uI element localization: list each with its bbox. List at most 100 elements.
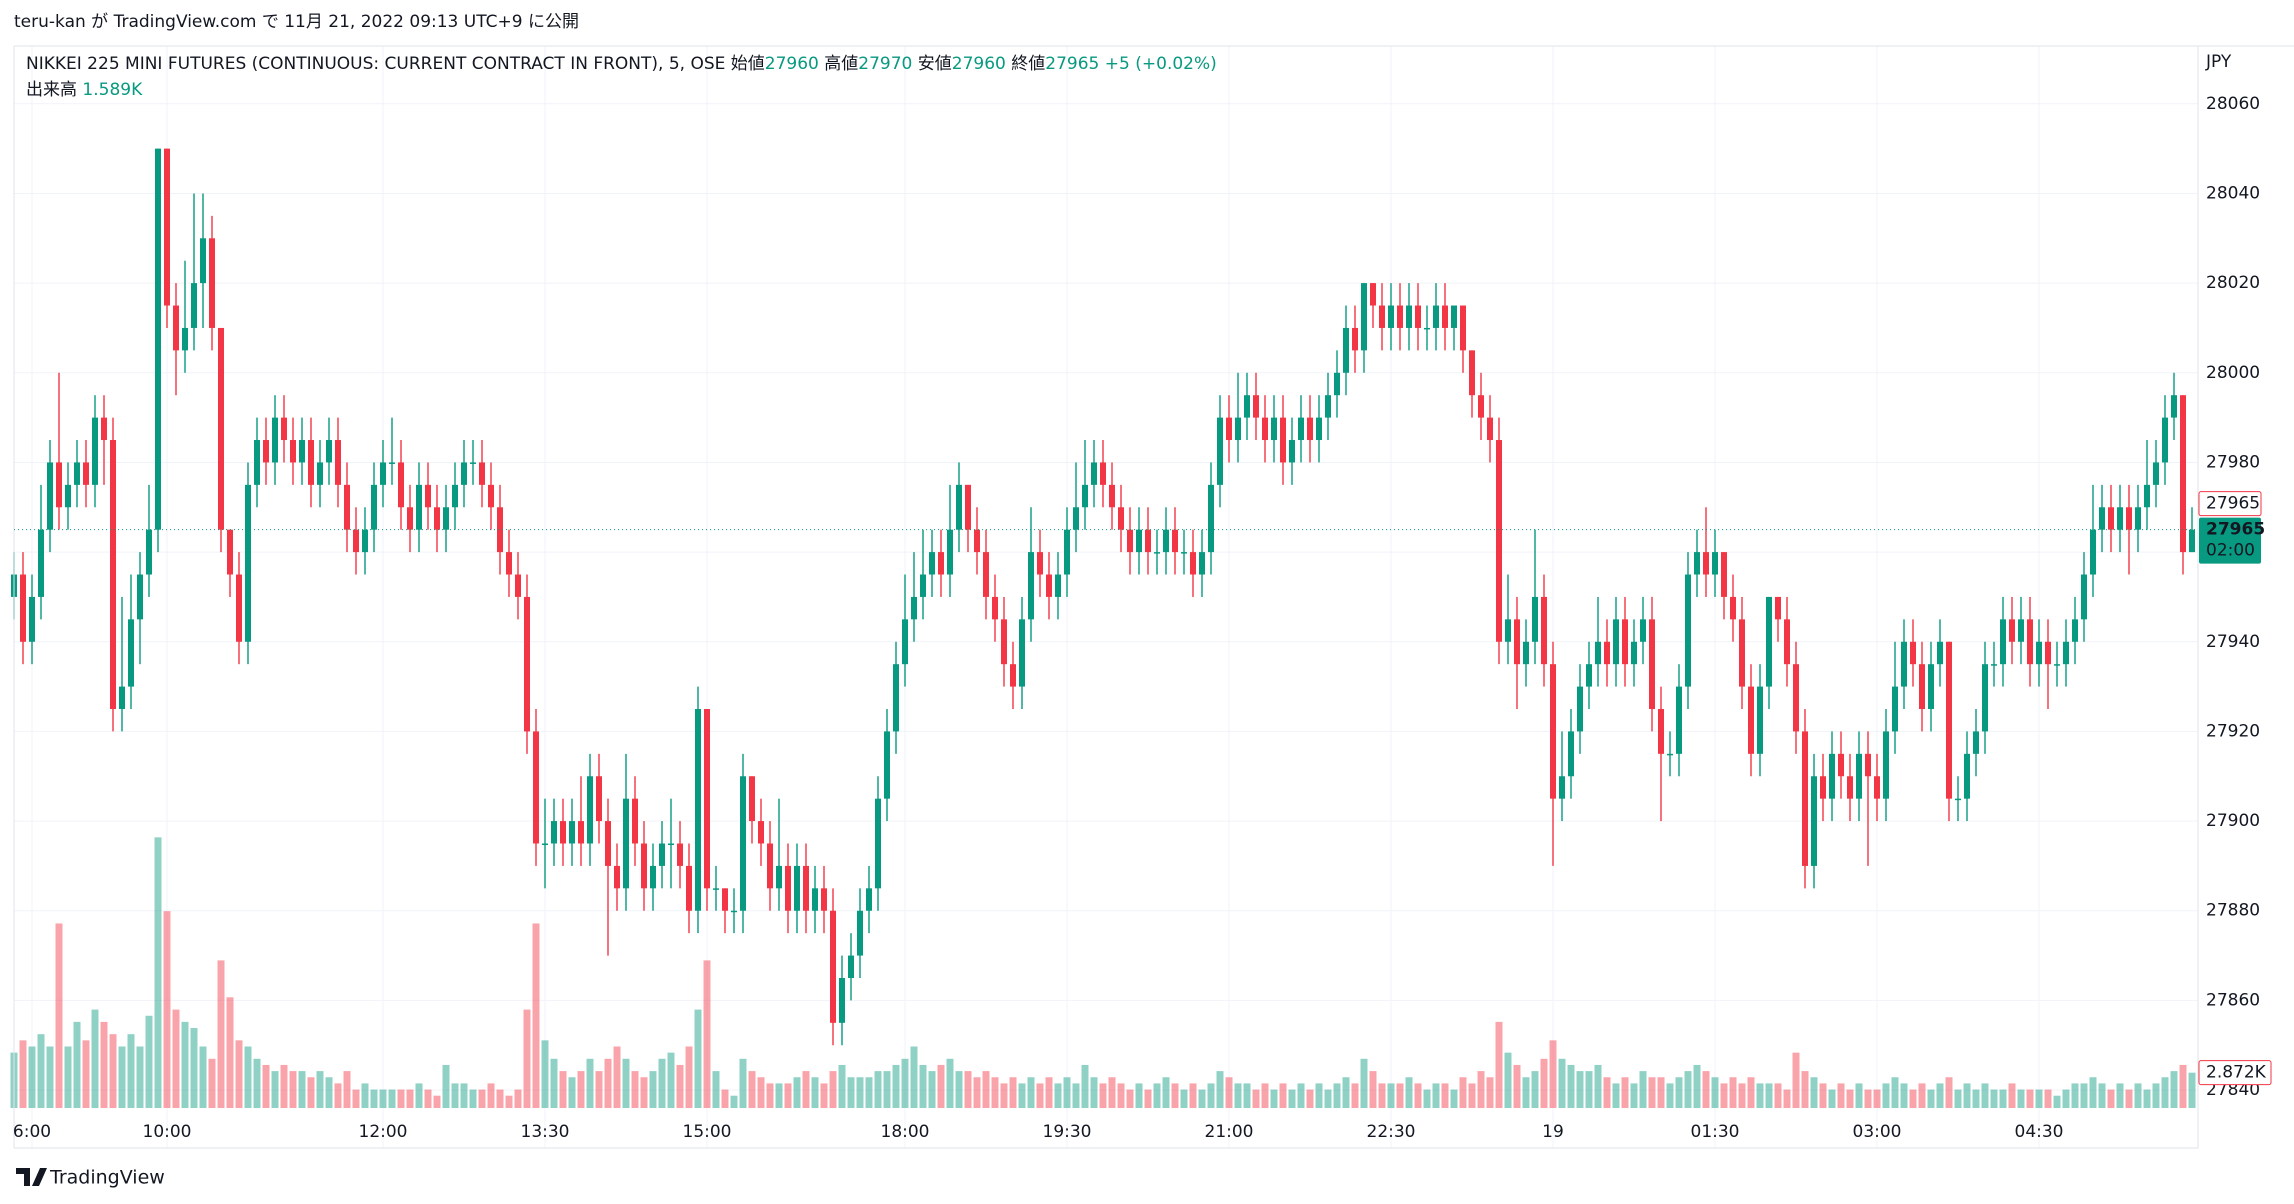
volume-bar	[1702, 1071, 1710, 1108]
candle-body	[353, 529, 359, 553]
volume-bar	[1693, 1064, 1701, 1108]
volume-bar	[1054, 1083, 1062, 1108]
volume-bar	[2143, 1089, 2151, 1108]
candle-body	[1280, 417, 1286, 463]
volume-bar	[1990, 1089, 1998, 1108]
candle-body	[1775, 596, 1781, 620]
candle-body	[497, 507, 503, 553]
volume-bar	[1225, 1077, 1233, 1108]
candle-body	[1406, 305, 1412, 328]
volume-bar	[2107, 1089, 2115, 1108]
candle-body	[1919, 664, 1925, 710]
candle-body	[101, 417, 107, 441]
volume-bar	[37, 1034, 45, 1108]
candle-body	[110, 440, 116, 710]
candle-body	[1766, 596, 1772, 687]
candle-body	[119, 686, 125, 710]
candle-body	[1874, 776, 1880, 799]
volume-bar	[1171, 1083, 1179, 1108]
volume-bar	[1288, 1089, 1296, 1108]
candle-body	[1181, 552, 1187, 554]
x-tick-label: 22:30	[1367, 1122, 1416, 1142]
legend-change: +5 (+0.02%)	[1105, 54, 1217, 74]
volume-bar	[1027, 1077, 1035, 1108]
volume-bar	[847, 1077, 855, 1108]
candle-body	[1667, 753, 1673, 756]
candle-body	[1685, 574, 1691, 687]
candle-body	[146, 529, 152, 575]
volume-pane	[10, 837, 2196, 1108]
volume-bar	[883, 1071, 891, 1108]
candle-body	[1730, 596, 1736, 620]
volume-bar	[343, 1071, 351, 1108]
candle-body	[875, 798, 881, 889]
candle-body	[1703, 552, 1709, 575]
volume-bar	[2017, 1089, 2025, 1108]
candle-body	[677, 843, 683, 866]
volume-bar	[604, 1058, 612, 1108]
volume-bar	[1531, 1071, 1539, 1108]
candle-body	[1316, 417, 1322, 441]
candle-body	[1847, 776, 1853, 799]
volume-bar	[1927, 1089, 1935, 1108]
volume-bar	[2008, 1083, 2016, 1108]
volume-bar	[1198, 1089, 1206, 1108]
candle-body	[1208, 484, 1214, 553]
candle-body	[1091, 462, 1097, 485]
volume-bar	[1306, 1089, 1314, 1108]
volume-bar	[1873, 1089, 1881, 1108]
candle-body	[1307, 417, 1313, 441]
volume-bar	[676, 1064, 684, 1108]
volume-bar	[1216, 1071, 1224, 1108]
candle-body	[803, 865, 809, 911]
volume-bar	[325, 1077, 333, 1108]
volume-value: 1.589K	[82, 80, 143, 100]
volume-bar	[226, 997, 234, 1108]
volume-bar	[541, 1040, 549, 1108]
volume-bar	[1756, 1083, 1764, 1108]
volume-bar	[1513, 1064, 1521, 1108]
logo-icon	[16, 1168, 47, 1186]
volume-bar	[1846, 1089, 1854, 1108]
volume-bar	[172, 1009, 180, 1108]
volume-bar	[379, 1089, 387, 1108]
volume-bar	[1666, 1083, 1674, 1108]
candle-body	[182, 327, 188, 351]
candle-body	[1910, 641, 1916, 665]
candle-body	[1676, 686, 1682, 754]
volume-bar	[82, 1040, 90, 1108]
candle-body	[1001, 619, 1007, 665]
candle-body	[191, 283, 197, 328]
volume-bar	[1648, 1077, 1656, 1108]
candle-body	[245, 484, 251, 642]
candle-body	[2054, 664, 2060, 666]
volume-bar	[2152, 1083, 2160, 1108]
candle-body	[749, 776, 755, 822]
candle-body	[1325, 395, 1331, 418]
candle-body	[929, 552, 935, 575]
candle-body	[1109, 484, 1115, 508]
x-tick-label: 12:00	[359, 1122, 408, 1142]
candle-body	[1298, 417, 1304, 441]
candle-body	[1901, 641, 1907, 687]
candle-body	[1190, 552, 1196, 575]
candle-body	[227, 529, 233, 575]
candle-body	[1289, 440, 1295, 463]
volume-bar	[1072, 1083, 1080, 1108]
candle-body	[1019, 619, 1025, 687]
candle-body	[2045, 641, 2051, 665]
candle-body	[317, 462, 323, 485]
volume-bar	[838, 1064, 846, 1108]
candle-body	[1271, 417, 1277, 441]
volume-bar	[2134, 1083, 2142, 1108]
volume-bar	[1342, 1077, 1350, 1108]
candle-body	[1469, 350, 1475, 396]
volume-bar	[2044, 1089, 2052, 1108]
candle-body	[2180, 395, 2186, 553]
candle-body	[1154, 552, 1160, 554]
candle-body	[1811, 776, 1817, 866]
volume-bar	[532, 923, 540, 1108]
volume-bar	[1630, 1083, 1638, 1108]
volume-bar	[1819, 1083, 1827, 1108]
candle-body	[1451, 305, 1457, 328]
